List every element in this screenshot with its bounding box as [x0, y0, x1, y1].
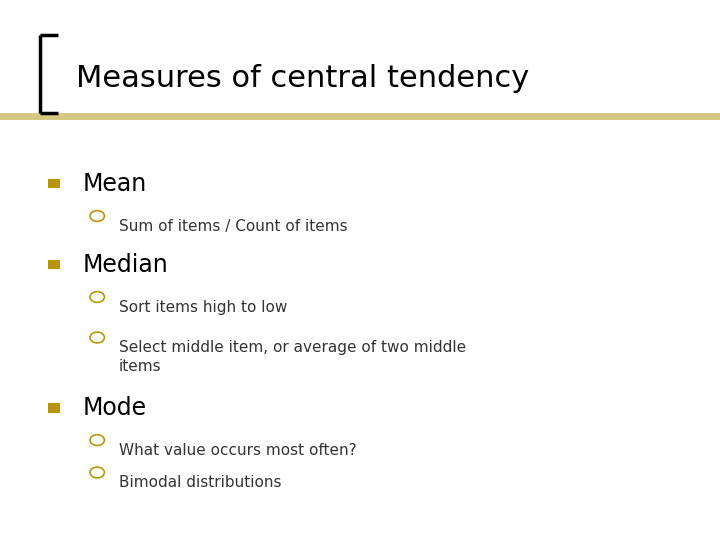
Text: Median: Median — [83, 253, 168, 276]
Text: Mode: Mode — [83, 396, 147, 420]
FancyBboxPatch shape — [48, 179, 60, 188]
Text: What value occurs most often?: What value occurs most often? — [119, 443, 356, 458]
Text: Mean: Mean — [83, 172, 147, 195]
Text: Bimodal distributions: Bimodal distributions — [119, 475, 282, 490]
Text: Sum of items / Count of items: Sum of items / Count of items — [119, 219, 348, 234]
Text: Sort items high to low: Sort items high to low — [119, 300, 287, 315]
Text: Measures of central tendency: Measures of central tendency — [76, 64, 529, 93]
FancyBboxPatch shape — [48, 260, 60, 269]
Text: Select middle item, or average of two middle
items: Select middle item, or average of two mi… — [119, 340, 466, 374]
FancyBboxPatch shape — [48, 403, 60, 413]
